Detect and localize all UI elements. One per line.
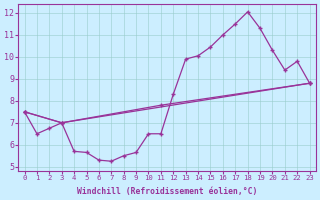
X-axis label: Windchill (Refroidissement éolien,°C): Windchill (Refroidissement éolien,°C) [77, 187, 257, 196]
